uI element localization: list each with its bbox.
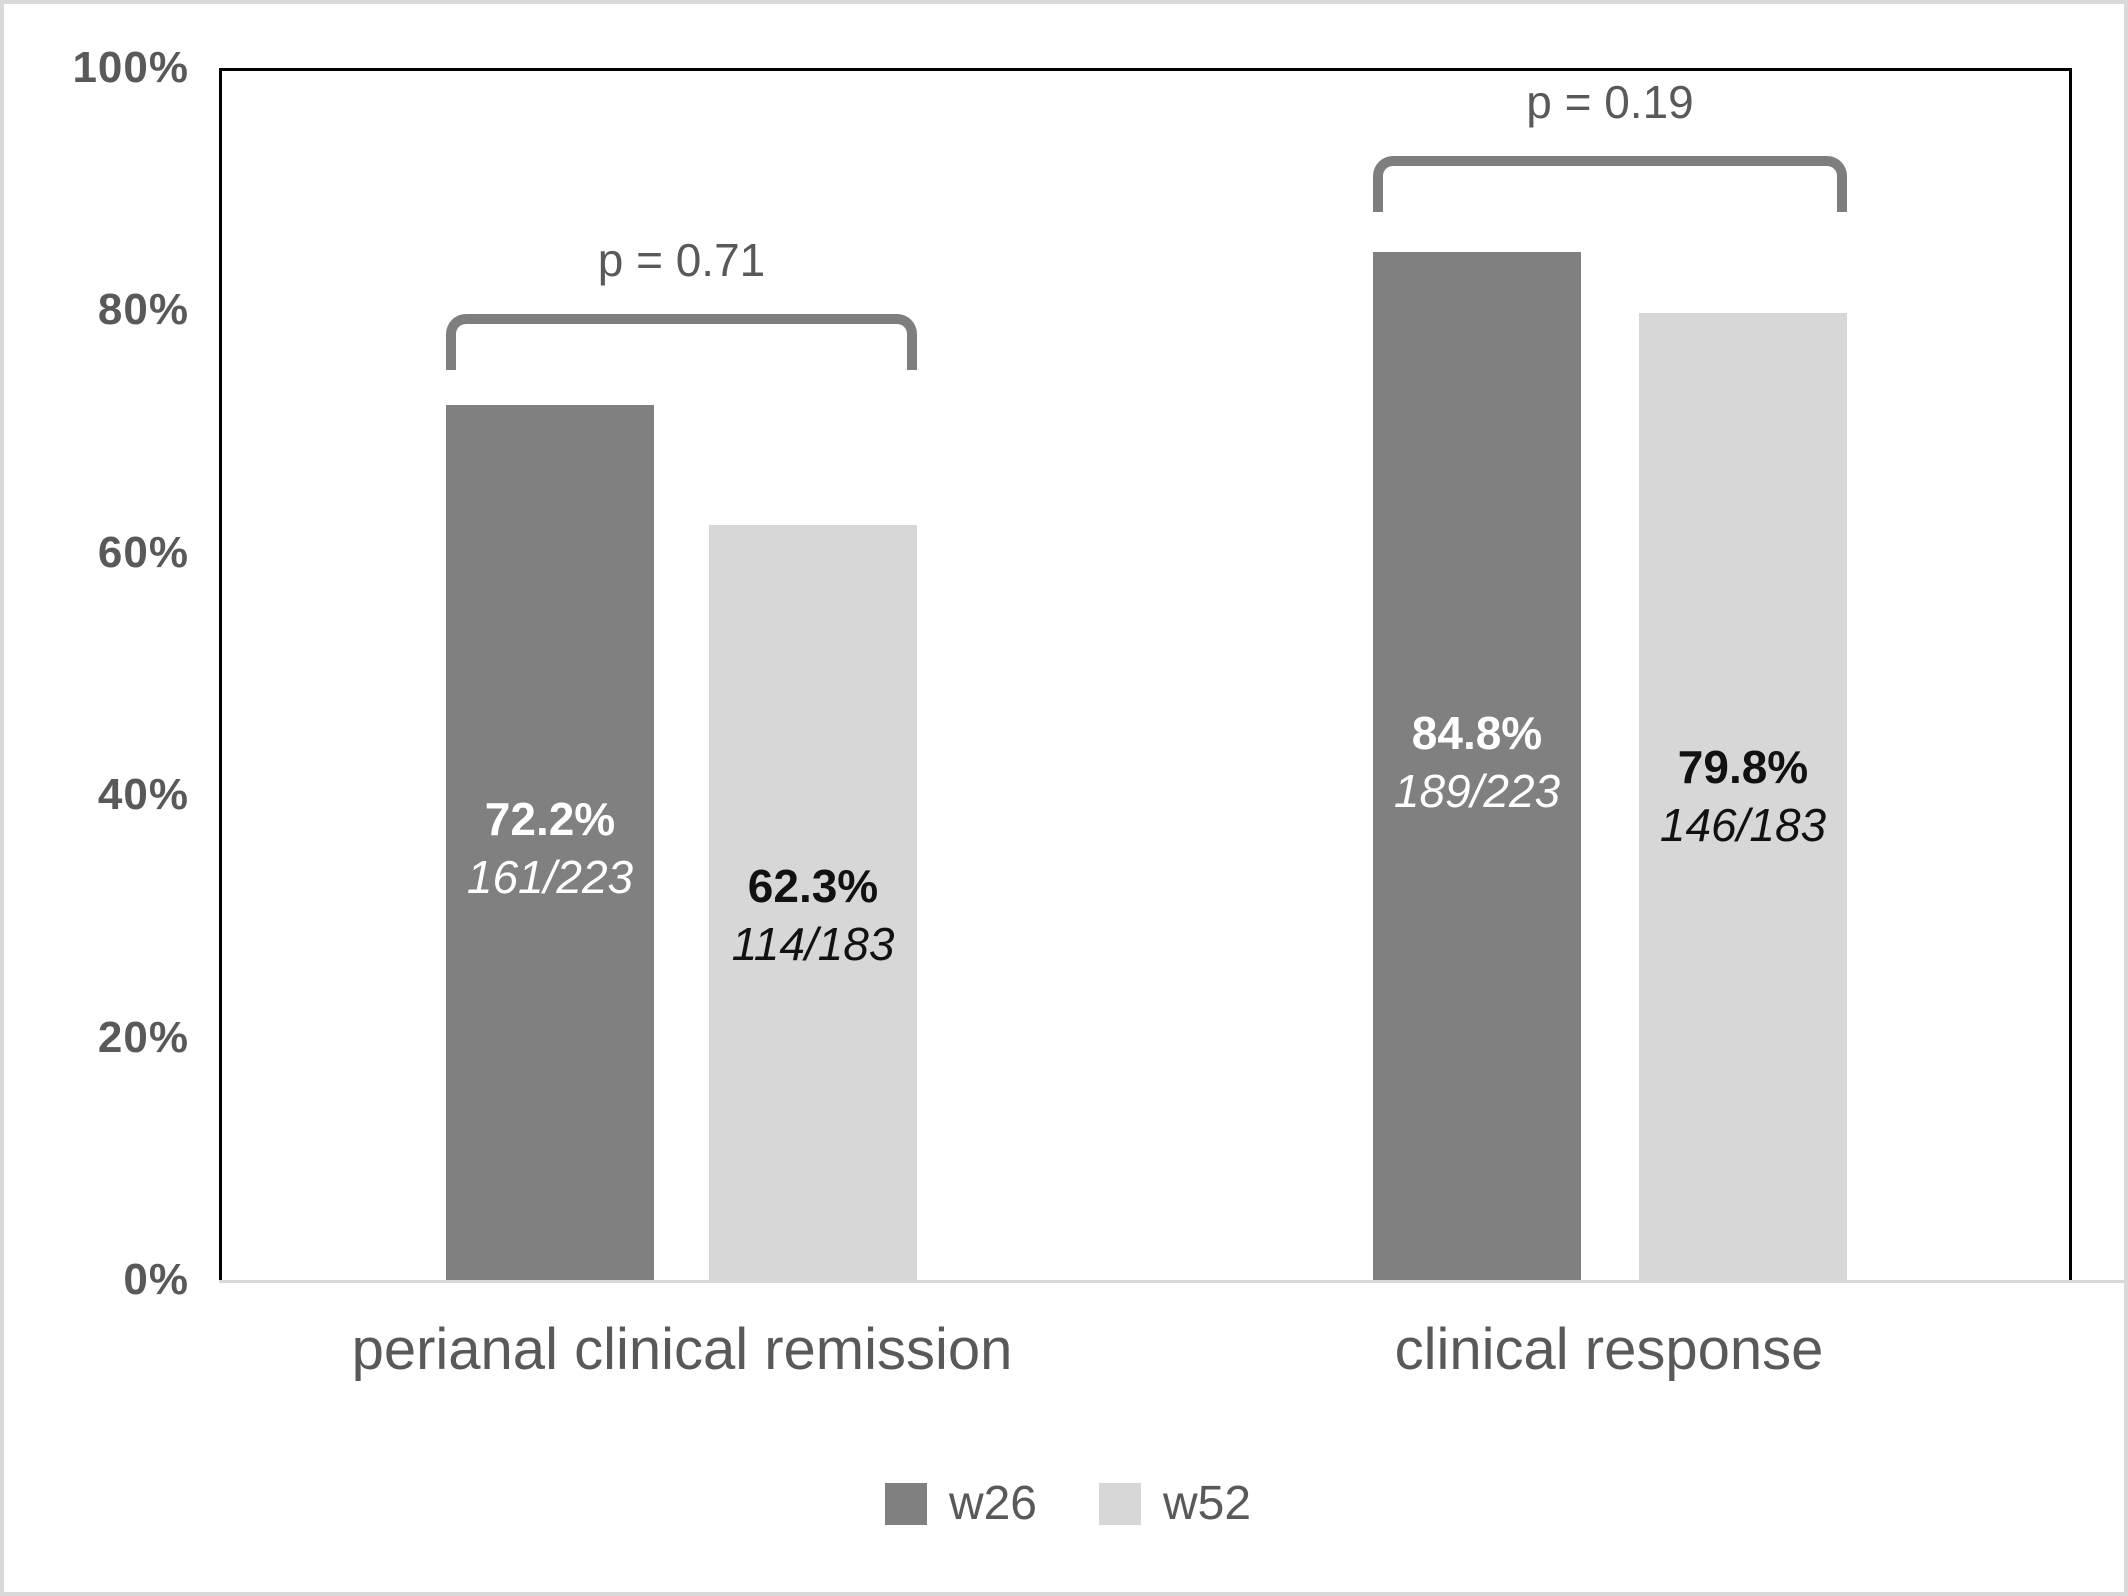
bar-w52-perianal-clinical-remission: 62.3% 114/183 — [709, 524, 917, 1280]
legend-swatch-w52 — [1099, 1482, 1141, 1525]
y-tick-20: 20% — [97, 1012, 189, 1062]
y-tick-0: 0% — [123, 1255, 189, 1304]
bar-percent-label: 84.8% — [1411, 707, 1543, 760]
bar-w52-clinical-response: 79.8% 146/183 — [1639, 312, 1847, 1280]
legend-item-w26: w26 — [884, 1476, 1037, 1531]
p-value-label-response: p = 0.19 — [1526, 76, 1694, 128]
x-axis-line — [219, 1280, 2124, 1283]
bar-fraction-label: 114/183 — [731, 918, 895, 971]
legend-label-w26: w26 — [948, 1477, 1037, 1530]
y-tick-60: 60% — [97, 527, 189, 577]
bar-fraction-label: 189/223 — [1393, 765, 1561, 818]
bars-layer: 72.2% 161/223 62.3% 114/183 84.8% 189/22… — [219, 68, 2072, 1280]
bar-fraction-label: 161/223 — [466, 850, 634, 903]
significance-bracket-perianal — [446, 314, 917, 370]
bar-fraction-label: 146/183 — [1659, 799, 1827, 852]
legend-swatch-w26 — [884, 1482, 927, 1525]
y-axis: 100% 80% 60% 40% 20% 0% — [14, 43, 189, 1304]
bar-w26-perianal-clinical-remission: 72.2% 161/223 — [446, 404, 654, 1280]
bar-value-labels: 79.8% 146/183 — [1619, 738, 1867, 854]
bar-w26-clinical-response: 84.8% 189/223 — [1373, 252, 1581, 1280]
y-tick-40: 40% — [97, 770, 189, 820]
y-tick-80: 80% — [97, 285, 189, 335]
bar-value-labels: 62.3% 114/183 — [689, 857, 937, 973]
bar-percent-label: 72.2% — [484, 792, 616, 845]
plot-area — [219, 68, 2072, 1280]
category-label-perianal-clinical-remission: perianal clinical remission — [351, 1317, 1013, 1382]
bar-percent-label: 62.3% — [747, 860, 879, 913]
p-value-label-perianal: p = 0.71 — [597, 234, 766, 286]
bar-value-labels: 84.8% 189/223 — [1353, 704, 1601, 820]
legend: w26 w52 — [4, 1476, 2124, 1531]
legend-label-w52: w52 — [1163, 1477, 1252, 1530]
legend-item-w52: w52 — [1099, 1476, 1251, 1531]
significance-bracket-response — [1373, 156, 1847, 212]
bar-percent-label: 79.8% — [1677, 741, 1809, 794]
y-tick-100: 100% — [72, 43, 189, 92]
bar-value-labels: 72.2% 161/223 — [426, 790, 674, 906]
category-label-clinical-response: clinical response — [1394, 1317, 1824, 1382]
